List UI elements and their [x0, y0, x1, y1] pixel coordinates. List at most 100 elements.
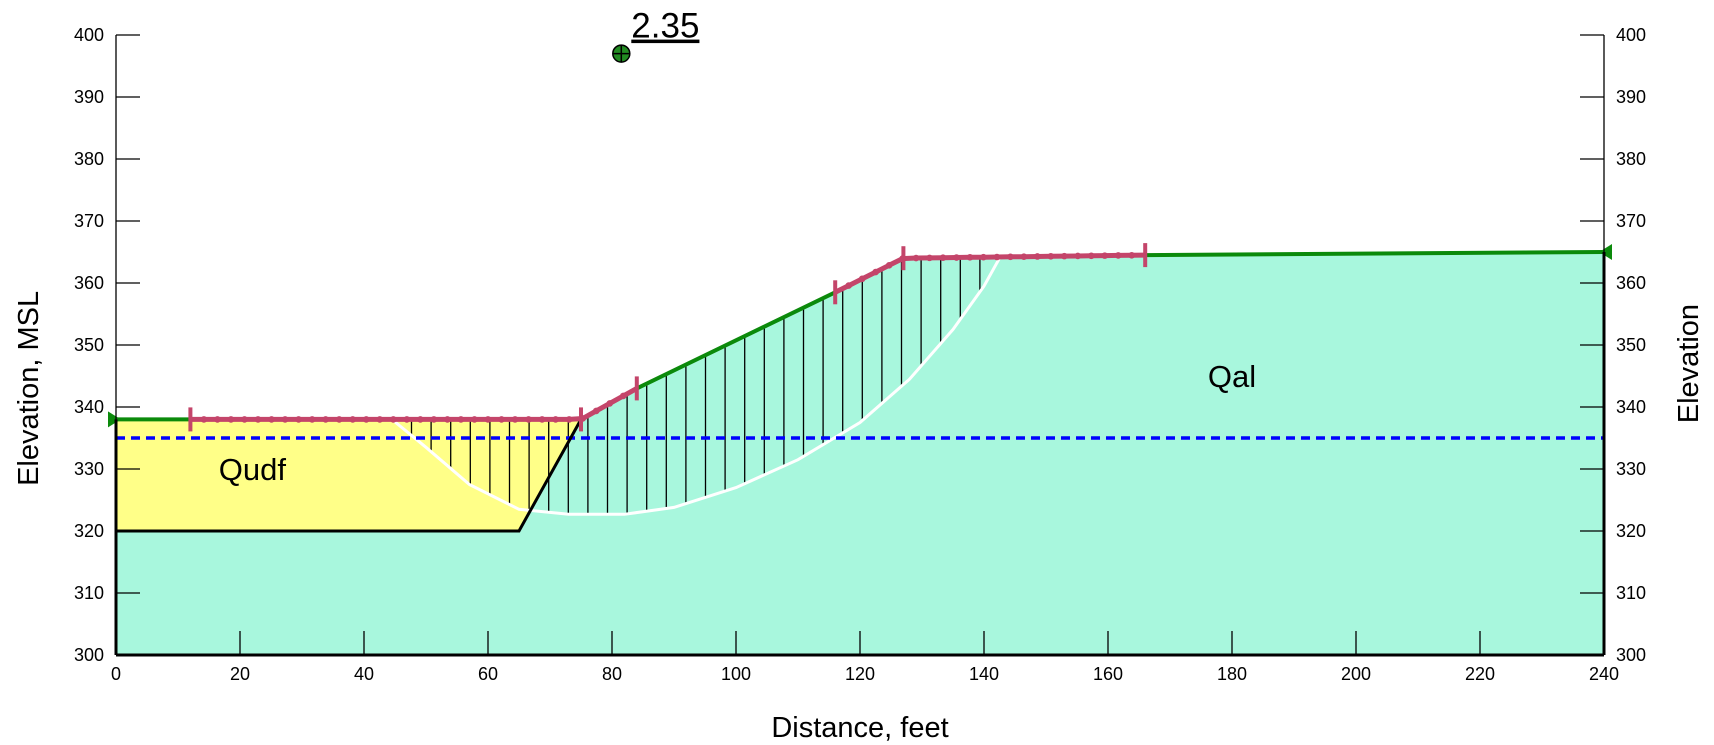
range-node [552, 416, 559, 423]
range-node [1128, 251, 1136, 259]
x-tick-label: 0 [111, 664, 121, 684]
y-tick-label-right: 380 [1616, 149, 1646, 169]
entry-exit-markers [108, 243, 1612, 432]
range-node [592, 407, 600, 415]
range-node [390, 416, 397, 423]
y-tick-label-right: 300 [1616, 645, 1646, 665]
y-tick-label-right: 320 [1616, 521, 1646, 541]
y-axis-right-title: Elevation [1673, 304, 1705, 423]
x-tick-label: 60 [478, 664, 498, 684]
y-tick-label-left: 340 [74, 397, 104, 417]
x-tick-label: 220 [1465, 664, 1495, 684]
range-node [349, 416, 357, 423]
factor-of-safety-marker: 2.35 [612, 7, 699, 63]
range-node [912, 254, 920, 262]
range-node [872, 268, 879, 276]
range-node [241, 416, 248, 423]
range-node [845, 282, 852, 289]
range-node [1101, 252, 1109, 259]
y-tick-label-right: 330 [1616, 459, 1646, 479]
range-node [484, 416, 492, 423]
range-node [1007, 253, 1014, 261]
y-tick-label-right: 360 [1616, 273, 1646, 293]
x-tick-label: 180 [1217, 664, 1247, 684]
y-tick-label-left: 380 [74, 149, 104, 169]
range-node [268, 416, 275, 423]
x-tick-label: 140 [969, 664, 999, 684]
range-node [430, 416, 438, 423]
range-node [281, 416, 289, 423]
y-tick-label-left: 390 [74, 87, 104, 107]
x-axis-title: Distance, feet [771, 712, 948, 744]
y-axis-left-title: Elevation, MSL [13, 291, 45, 486]
range-node [565, 416, 573, 423]
range-node [322, 416, 329, 423]
y-tick-label-right: 400 [1616, 25, 1646, 45]
x-tick-label: 240 [1589, 664, 1619, 684]
range-node [538, 416, 546, 423]
qudf-label: Qudf [219, 452, 287, 487]
range-node [403, 416, 411, 423]
entry-range-line [190, 386, 639, 422]
range-node [511, 416, 519, 423]
range-node [966, 254, 974, 261]
y-tick-label-right: 390 [1616, 87, 1646, 107]
range-node [227, 416, 235, 423]
y-tick-label-left: 330 [74, 459, 104, 479]
range-node [214, 416, 221, 423]
x-tick-label: 40 [354, 664, 374, 684]
qudf-boundary-line [116, 418, 583, 533]
y-tick-label-right: 350 [1616, 335, 1646, 355]
boundary-marker-icon [108, 411, 121, 428]
y-tick-label-left: 360 [74, 273, 104, 293]
range-node [926, 254, 933, 262]
y-tick-label-left: 350 [74, 335, 104, 355]
x-tick-label: 100 [721, 664, 751, 684]
y-tick-label-left: 310 [74, 583, 104, 603]
x-tick-label: 200 [1341, 664, 1371, 684]
range-node [993, 253, 1001, 261]
range-node [471, 416, 478, 423]
range-node [953, 254, 960, 261]
range-node [1114, 252, 1122, 259]
range-node [980, 253, 987, 261]
range-node [606, 400, 614, 407]
x-tick-label: 160 [1093, 664, 1123, 684]
y-tick-label-right: 340 [1616, 397, 1646, 417]
boundary-marker-icon [1599, 244, 1612, 260]
range-node [1047, 253, 1055, 260]
range-node [254, 416, 262, 423]
range-node [498, 416, 505, 423]
y-tick-label-left: 400 [74, 25, 104, 45]
qudf-material-region [116, 419, 581, 531]
range-node [457, 416, 465, 423]
range-node [1087, 252, 1095, 260]
range-node [417, 416, 424, 423]
range-node [1020, 253, 1028, 260]
y-tick-label-left: 370 [74, 211, 104, 231]
y-tick-label-right: 370 [1616, 211, 1646, 231]
materials-layer [116, 252, 1604, 655]
factor-of-safety-value: 2.35 [631, 7, 699, 46]
range-node [1061, 252, 1068, 260]
critical-slip-surface [390, 257, 1001, 516]
range-node [362, 416, 370, 423]
range-node [1034, 253, 1041, 260]
range-node [200, 416, 208, 423]
x-tick-label: 120 [845, 664, 875, 684]
range-node [335, 416, 343, 423]
x-tick-label: 80 [602, 664, 622, 684]
range-node [376, 416, 384, 423]
range-node [939, 254, 947, 261]
range-node [885, 262, 893, 269]
y-tick-label-left: 300 [74, 645, 104, 665]
slice-lines [410, 257, 981, 515]
range-node [308, 416, 316, 423]
y-tick-label-right: 310 [1616, 583, 1646, 603]
range-node [295, 416, 302, 423]
qal-material-region [116, 252, 1604, 655]
qal-label: Qal [1208, 359, 1256, 394]
range-node [444, 416, 451, 423]
